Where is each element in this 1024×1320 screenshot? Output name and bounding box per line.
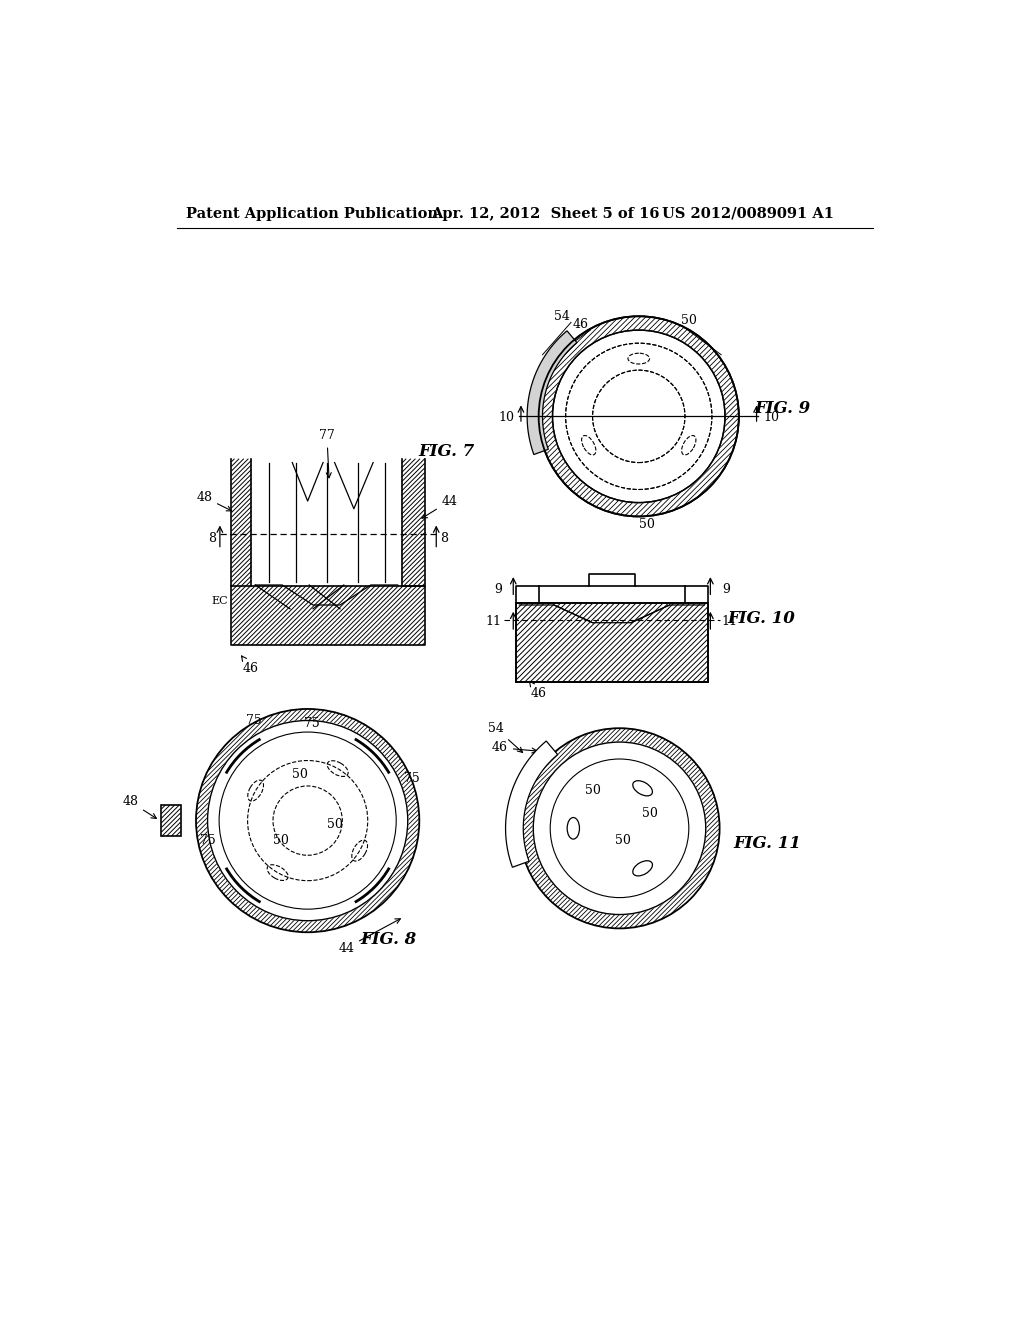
Text: 54: 54 [488, 722, 522, 752]
Text: 50: 50 [585, 784, 600, 797]
Text: 48: 48 [197, 491, 231, 511]
Text: EC: EC [211, 597, 227, 606]
Text: 75: 75 [403, 772, 420, 785]
Text: Apr. 12, 2012  Sheet 5 of 16: Apr. 12, 2012 Sheet 5 of 16 [431, 207, 659, 220]
Text: 48: 48 [122, 795, 157, 818]
Text: FIG. 11: FIG. 11 [733, 836, 802, 853]
Text: 50: 50 [639, 517, 654, 531]
Text: 8: 8 [208, 532, 216, 545]
Text: US 2012/0089091 A1: US 2012/0089091 A1 [662, 207, 834, 220]
Text: 75: 75 [200, 834, 215, 846]
Text: 50: 50 [681, 314, 697, 327]
Text: 11: 11 [722, 615, 738, 628]
Text: 50: 50 [642, 807, 658, 820]
Text: 75: 75 [246, 714, 262, 727]
Text: Patent Application Publication: Patent Application Publication [186, 207, 438, 220]
Text: 46: 46 [572, 318, 589, 331]
Text: 50: 50 [615, 834, 632, 846]
Text: FIG. 9: FIG. 9 [755, 400, 811, 417]
Text: 46: 46 [492, 742, 537, 754]
Text: 44: 44 [422, 495, 458, 519]
Text: 75: 75 [304, 717, 319, 730]
Text: 10: 10 [764, 412, 779, 425]
Circle shape [553, 330, 725, 503]
Text: 10: 10 [498, 412, 514, 425]
Text: 50: 50 [272, 834, 289, 846]
Text: FIG. 7: FIG. 7 [418, 442, 474, 459]
Text: 54: 54 [554, 310, 569, 323]
Text: 50: 50 [292, 768, 308, 781]
Polygon shape [527, 331, 577, 454]
Text: 46: 46 [242, 656, 259, 675]
Text: 44: 44 [338, 919, 400, 954]
Text: 8: 8 [440, 532, 449, 545]
Text: 9: 9 [722, 583, 730, 597]
Polygon shape [506, 741, 558, 867]
Text: 77: 77 [319, 429, 335, 478]
Bar [162, 805, 180, 836]
Text: 46: 46 [529, 681, 547, 701]
Text: 9: 9 [494, 583, 502, 597]
Text: FIG. 8: FIG. 8 [360, 931, 417, 948]
Circle shape [208, 721, 408, 921]
Circle shape [534, 742, 706, 915]
Text: FIG. 10: FIG. 10 [727, 610, 796, 627]
Text: 11: 11 [485, 615, 502, 628]
Text: 50: 50 [327, 818, 343, 832]
